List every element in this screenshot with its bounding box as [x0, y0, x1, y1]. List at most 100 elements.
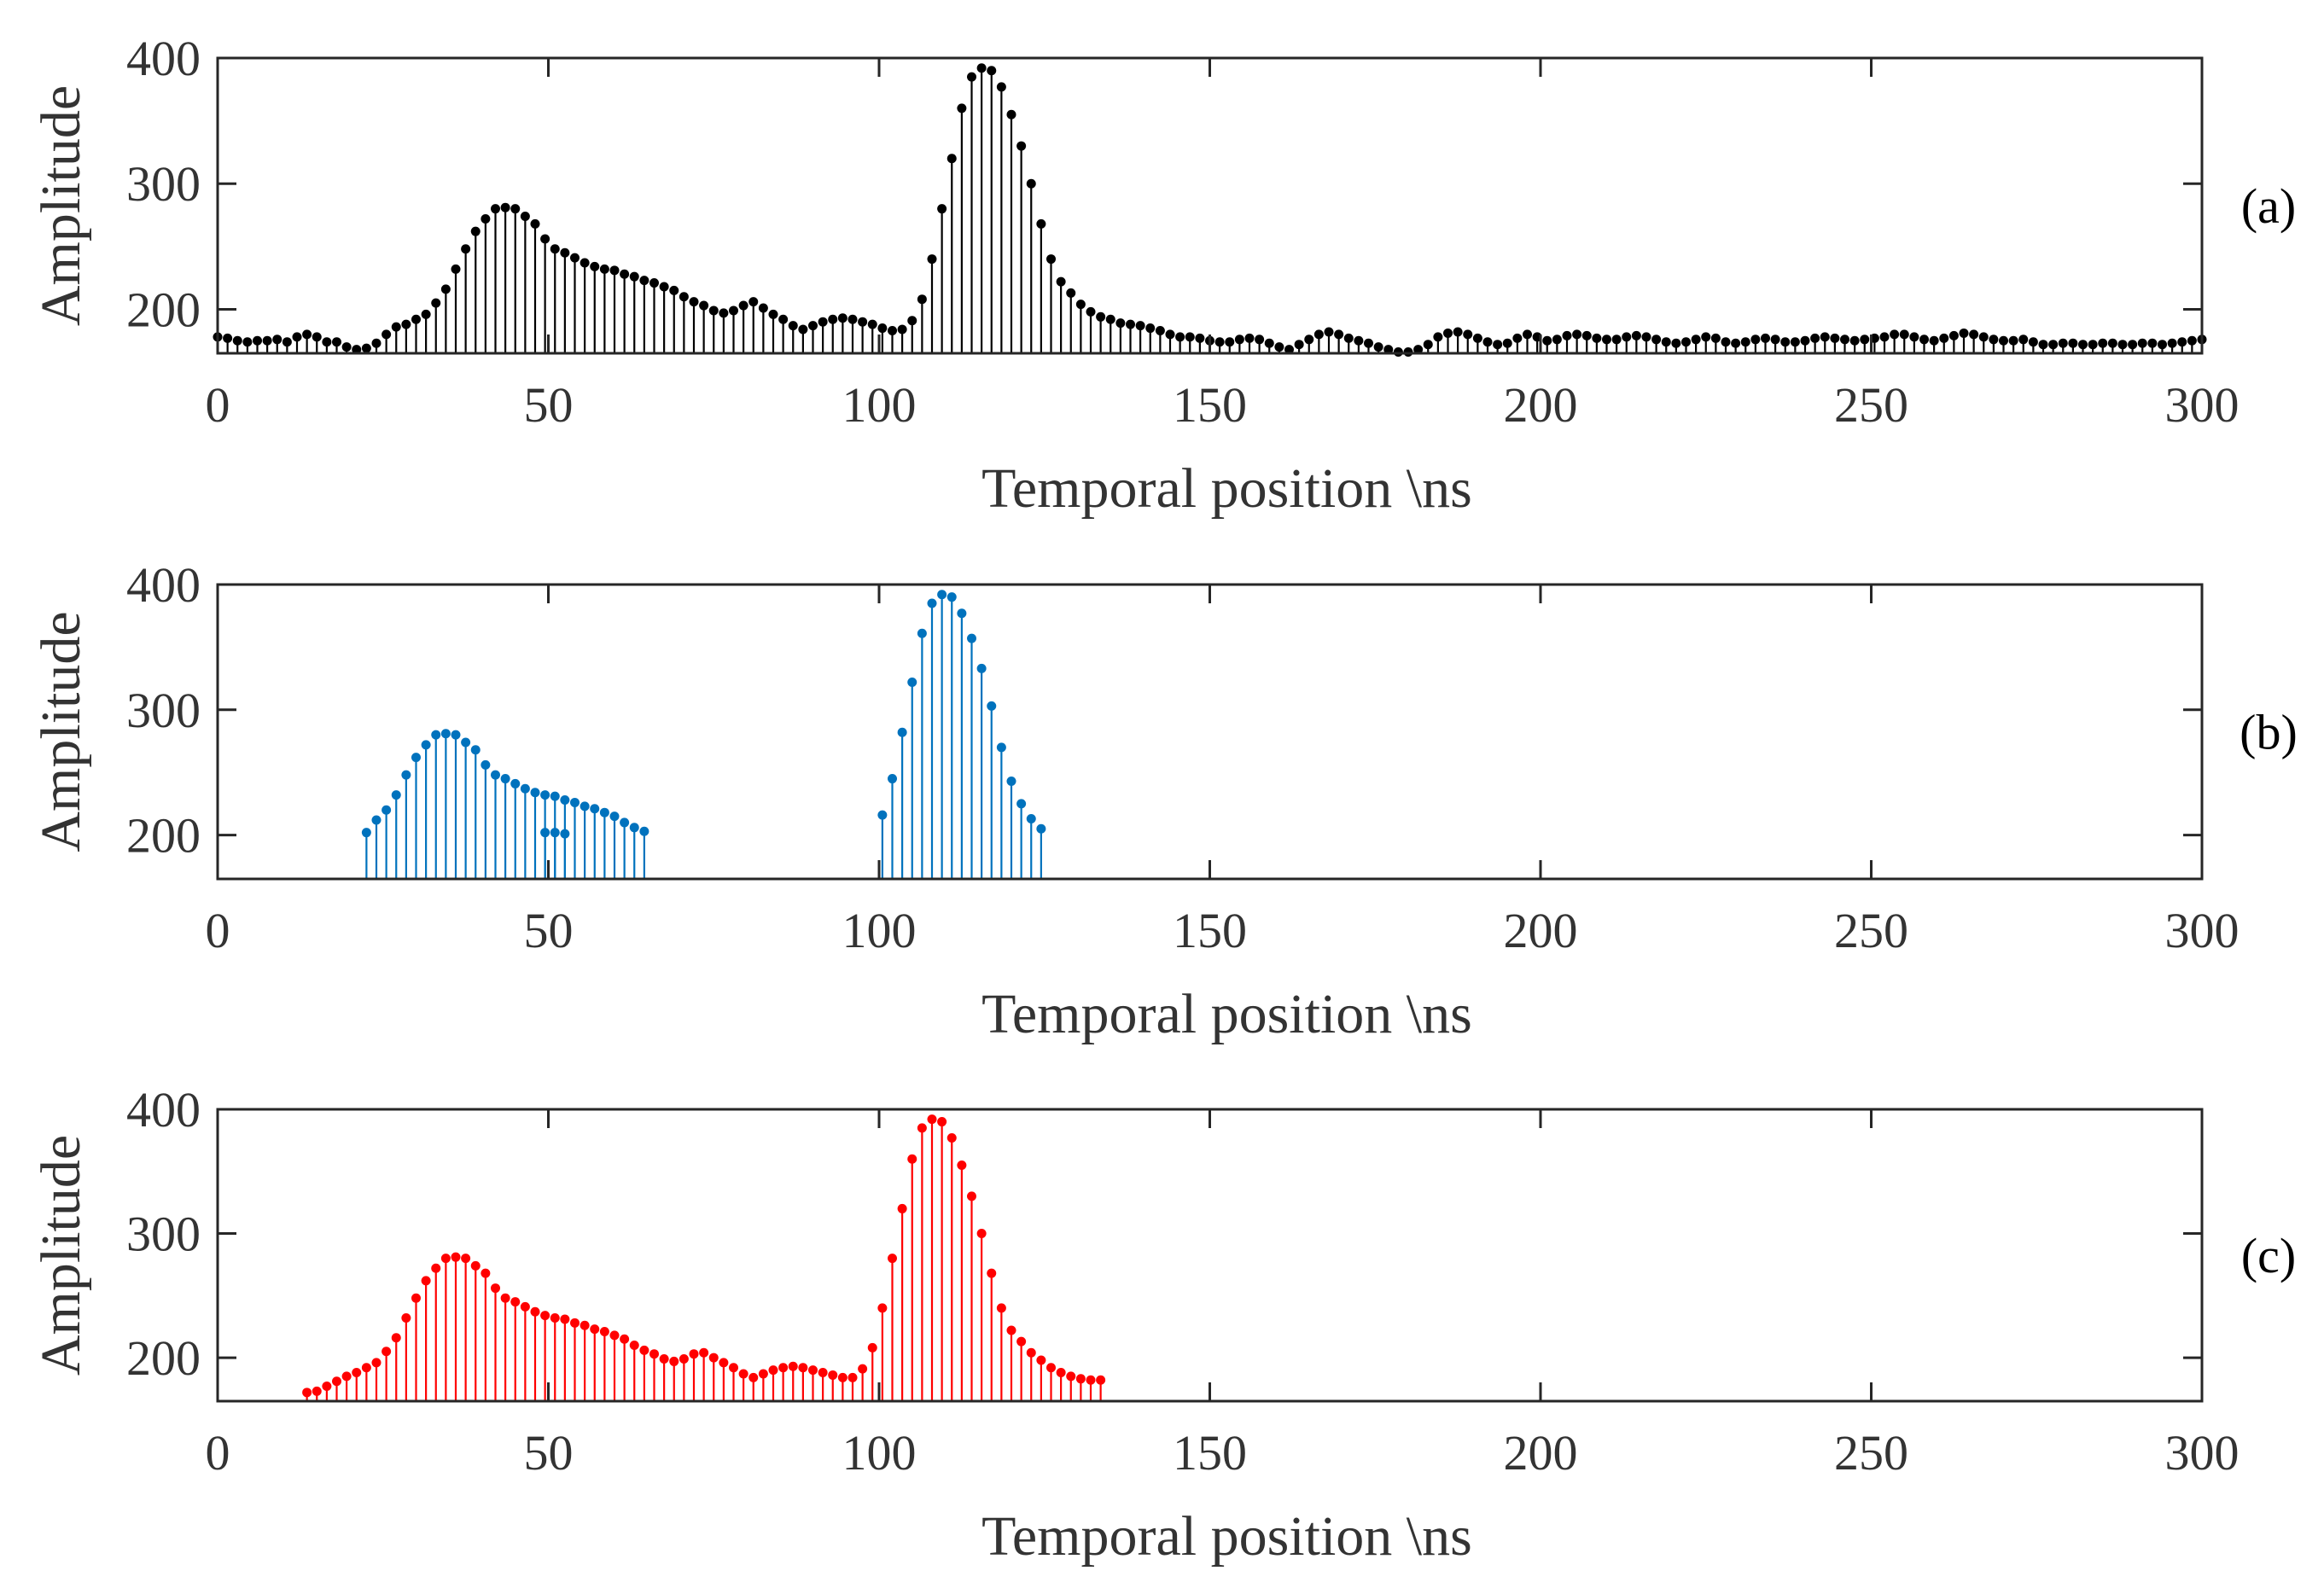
stem-marker-a-0-121 — [1413, 345, 1424, 355]
x-tick-label-c-200: 200 — [1504, 1425, 1578, 1481]
stem-marker-a-0-194 — [2137, 338, 2147, 348]
stem-marker-a-0-112 — [1324, 327, 1334, 337]
stem-marker-b-0-69 — [897, 727, 907, 737]
stem-marker-a-0-153 — [1731, 338, 1741, 348]
stem-marker-a-0-29 — [500, 202, 510, 212]
stem-marker-b-1-0 — [540, 828, 550, 838]
stem-marker-c-0-6 — [361, 1363, 371, 1373]
stem-marker-a-0-191 — [2107, 338, 2117, 348]
stem-marker-b-0-28 — [491, 770, 500, 780]
stem-marker-b-0-70 — [907, 678, 917, 688]
stem-marker-b-0-30 — [510, 778, 521, 788]
stem-marker-a-0-171 — [1909, 332, 1919, 342]
y-tick-label-a-400: 400 — [126, 31, 201, 86]
stem-marker-a-0-170 — [1899, 329, 1909, 340]
stem-marker-a-0-130 — [1502, 338, 1512, 348]
stem-marker-a-0-72 — [927, 254, 937, 265]
y-tick-label-a-300: 300 — [126, 156, 201, 212]
stem-marker-b-0-33 — [540, 790, 550, 800]
stem-marker-a-0-75 — [957, 103, 967, 113]
stem-marker-a-0-176 — [1959, 328, 1969, 338]
stem-marker-a-0-125 — [1453, 327, 1463, 337]
stem-marker-c-0-77 — [1066, 1371, 1076, 1382]
stem-marker-b-0-35 — [560, 795, 570, 806]
stem-marker-a-0-3 — [242, 337, 253, 347]
stem-marker-b-0-76 — [967, 633, 976, 643]
stem-marker-a-0-20 — [411, 314, 421, 324]
axis-ticks-b: 0 50 100 150 200 250 300 200 300 400 — [126, 557, 2240, 958]
stem-marker-b-0-15 — [361, 828, 371, 838]
stem-marker-a-0-83 — [1036, 218, 1046, 229]
stem-marker-c-0-74 — [1036, 1355, 1046, 1365]
stem-marker-b-0-75 — [957, 608, 967, 619]
stem-marker-a-0-174 — [1939, 333, 1949, 343]
stem-marker-a-0-192 — [2117, 340, 2128, 350]
stem-marker-b-0-71 — [917, 628, 927, 638]
stem-marker-c-0-30 — [599, 1327, 609, 1337]
stem-marker-c-0-80 — [1096, 1375, 1106, 1385]
stem-marker-a-0-65 — [858, 317, 868, 327]
stem-marker-a-0-129 — [1493, 340, 1503, 350]
stem-marker-b-0-82 — [1026, 814, 1036, 824]
panel-label-a: (a) — [2241, 178, 2296, 234]
stem-marker-c-0-42 — [719, 1358, 729, 1368]
stem-marker-a-0-195 — [2147, 338, 2158, 348]
stem-marker-c-0-52 — [818, 1368, 828, 1378]
stem-marker-a-0-156 — [1761, 333, 1770, 343]
stem-marker-b-0-37 — [580, 801, 590, 812]
stem-marker-a-0-169 — [1890, 329, 1900, 340]
stem-marker-b-0-31 — [520, 783, 530, 794]
stem-marker-b-0-23 — [440, 729, 451, 739]
stem-marker-a-0-13 — [341, 342, 352, 352]
x-tick-label-a-300: 300 — [2165, 377, 2240, 433]
x-tick-label-b-150: 150 — [1173, 903, 1247, 958]
stem-marker-b-0-72 — [927, 598, 937, 608]
stem-marker-b-0-43 — [639, 826, 649, 836]
stem-marker-a-0-7 — [282, 337, 292, 347]
stem-marker-c-0-54 — [837, 1372, 847, 1382]
stem-marker-a-0-2 — [232, 335, 242, 346]
stem-marker-b-0-36 — [570, 797, 580, 807]
x-tick-label-b-50: 50 — [524, 903, 574, 958]
stem-marker-c-0-72 — [1016, 1336, 1027, 1347]
x-axis-title-c: Temporal position \ns — [981, 1505, 1472, 1568]
stem-marker-a-0-68 — [888, 325, 897, 335]
x-axis-title-b: Temporal position \ns — [981, 983, 1472, 1045]
stem-marker-a-0-67 — [877, 323, 888, 334]
stem-marker-a-0-4 — [253, 335, 262, 346]
stem-marks-a — [213, 63, 2207, 358]
stem-marker-b-0-68 — [888, 774, 897, 784]
stem-marker-a-0-197 — [2167, 338, 2177, 348]
stem-marker-c-0-43 — [729, 1363, 738, 1373]
stem-marker-a-0-151 — [1710, 333, 1721, 343]
stem-marker-a-0-96 — [1165, 329, 1175, 340]
stem-marker-c-0-10 — [401, 1312, 411, 1323]
stem-marker-a-0-9 — [302, 329, 312, 340]
stem-marker-c-0-0 — [302, 1387, 312, 1398]
stem-marker-a-0-21 — [421, 309, 431, 319]
stem-marker-a-0-90 — [1105, 314, 1115, 324]
stem-marker-c-0-76 — [1056, 1368, 1066, 1378]
stem-marker-a-0-159 — [1790, 337, 1800, 347]
stem-marker-a-0-64 — [847, 314, 858, 324]
stem-marker-a-0-31 — [520, 212, 530, 222]
x-tick-label-a-100: 100 — [842, 377, 917, 433]
stem-marker-a-0-62 — [828, 314, 838, 324]
stem-marker-a-0-55 — [758, 303, 768, 313]
stem-marker-c-0-19 — [491, 1283, 500, 1294]
stem-marker-a-0-160 — [1800, 335, 1810, 346]
stem-marker-c-0-20 — [500, 1293, 510, 1303]
stem-marker-c-0-44 — [738, 1369, 748, 1379]
stem-marker-a-0-42 — [629, 271, 639, 282]
stem-marker-c-0-23 — [530, 1306, 540, 1317]
stem-marker-a-0-138 — [1581, 330, 1592, 340]
stem-marker-a-0-126 — [1463, 329, 1473, 340]
stem-marker-a-0-82 — [1026, 178, 1036, 189]
axis-ticks-c: 0 50 100 150 200 250 300 200 300 400 — [126, 1082, 2240, 1481]
stem-marker-c-0-26 — [560, 1314, 570, 1324]
stem-marker-a-0-71 — [917, 294, 927, 305]
stem-marker-a-0-190 — [2098, 338, 2108, 348]
stem-marker-b-0-41 — [620, 817, 630, 828]
stem-marker-a-0-50 — [708, 305, 719, 316]
